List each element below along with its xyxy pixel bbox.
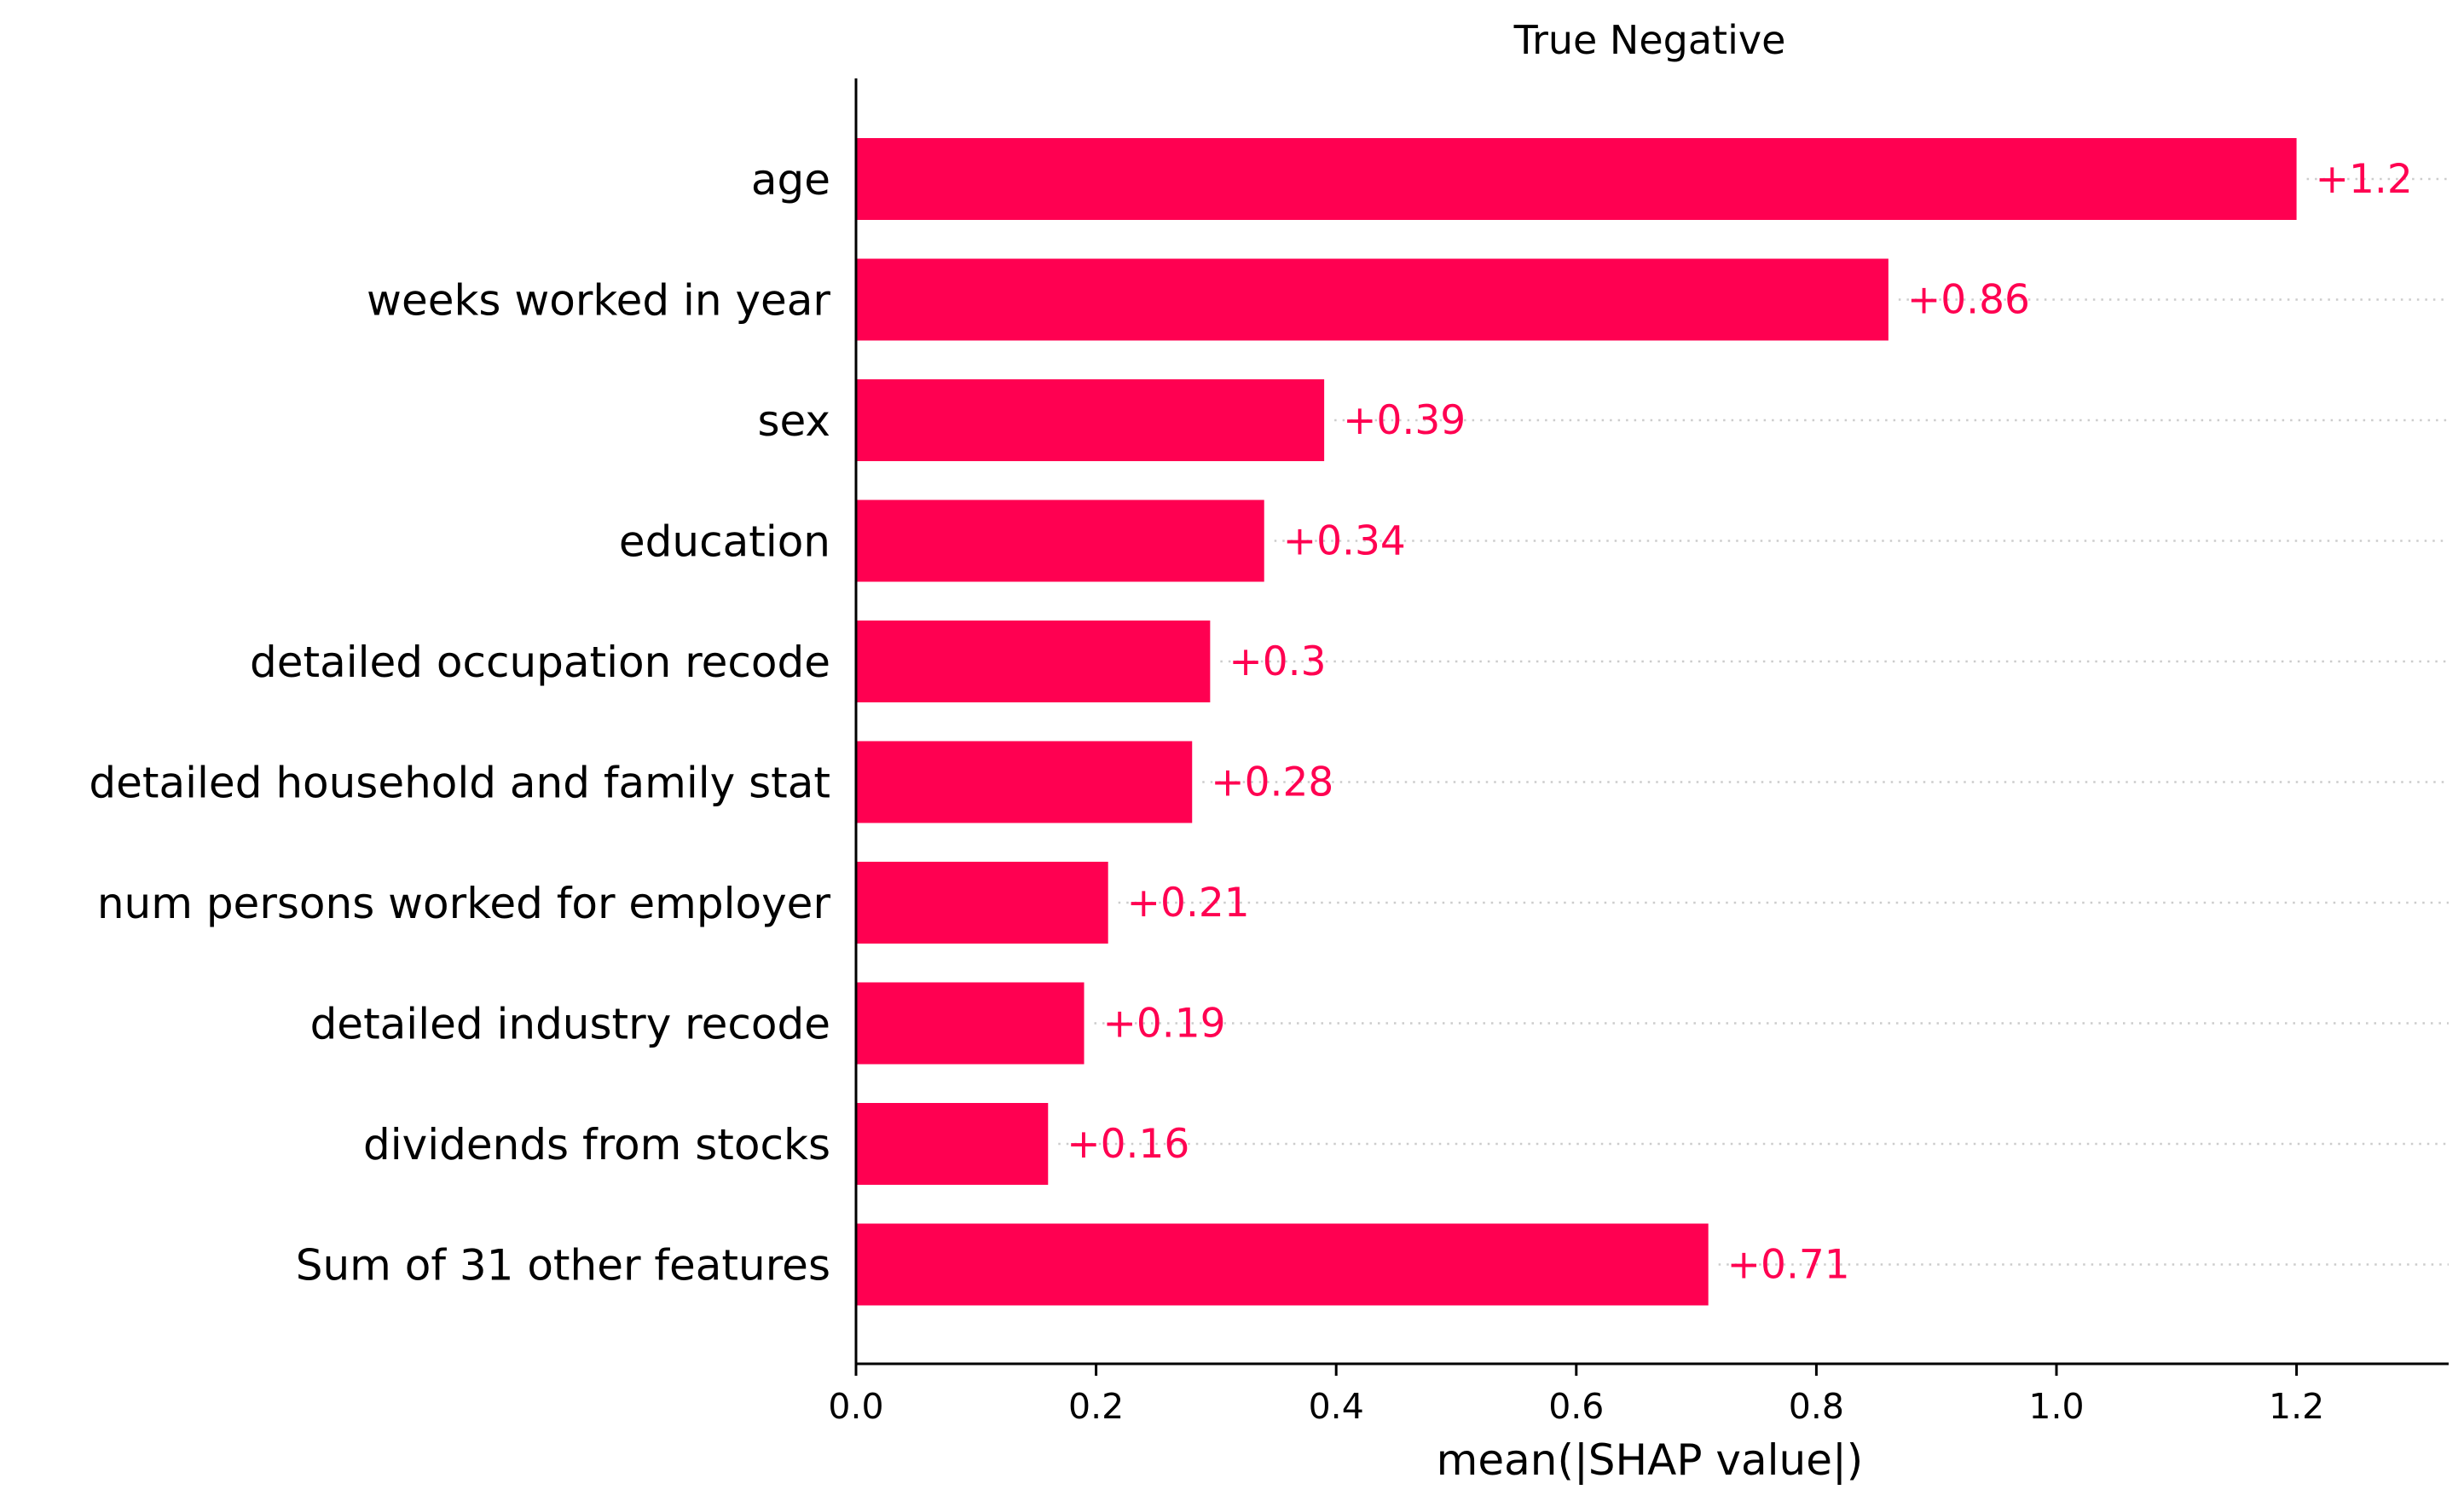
feature-label: detailed industry recode xyxy=(310,1000,830,1049)
feature-label: sex xyxy=(757,396,830,446)
feature-label: detailed occupation recode xyxy=(250,638,830,687)
value-label: +0.21 xyxy=(1127,880,1250,927)
value-label: +1.2 xyxy=(2316,156,2413,203)
value-label: +0.16 xyxy=(1067,1121,1189,1168)
value-label: +0.19 xyxy=(1103,1001,1226,1048)
bar xyxy=(856,741,1193,823)
feature-label: dividends from stocks xyxy=(363,1120,830,1169)
bar xyxy=(856,258,1888,341)
x-tick-label: 0.2 xyxy=(1068,1386,1124,1427)
x-tick-label: 0.0 xyxy=(828,1386,883,1427)
bars-layer: +1.2 age +0.86 weeks worked in year +0.39 sex… xyxy=(89,138,2449,1306)
bar xyxy=(856,499,1264,582)
bar xyxy=(856,862,1108,944)
bar xyxy=(856,1223,1709,1306)
x-tick-label: 1.2 xyxy=(2269,1386,2324,1427)
bar xyxy=(856,982,1085,1065)
feature-label: age xyxy=(751,155,830,205)
feature-label: education xyxy=(619,517,830,567)
x-tick-label: 1.0 xyxy=(2028,1386,2084,1427)
feature-label: weeks worked in year xyxy=(367,276,830,326)
chart-title: True Negative xyxy=(1513,17,1786,63)
bar xyxy=(856,138,2297,220)
value-label: +0.28 xyxy=(1211,759,1333,806)
bar xyxy=(856,621,1211,702)
bar xyxy=(856,1103,1049,1185)
x-tick-label: 0.6 xyxy=(1548,1386,1604,1427)
axes-layer: 0.0 0.2 0.4 0.6 0.8 1.0 1.2 xyxy=(828,78,2449,1427)
x-tick-label: 0.4 xyxy=(1309,1386,1364,1427)
value-label: +0.71 xyxy=(1727,1242,1850,1289)
value-label: +0.3 xyxy=(1229,638,1326,685)
value-label: +0.34 xyxy=(1283,518,1406,565)
feature-label: num persons worked for employer xyxy=(97,879,831,928)
value-label: +0.39 xyxy=(1343,397,1466,444)
bar xyxy=(856,379,1325,461)
feature-label: detailed household and family stat xyxy=(89,759,830,808)
feature-label: Sum of 31 other features xyxy=(296,1241,830,1290)
value-label: +0.86 xyxy=(1907,277,2030,324)
x-tick-label: 0.8 xyxy=(1789,1386,1844,1427)
x-axis-title: mean(|SHAP value|) xyxy=(1437,1435,1864,1485)
